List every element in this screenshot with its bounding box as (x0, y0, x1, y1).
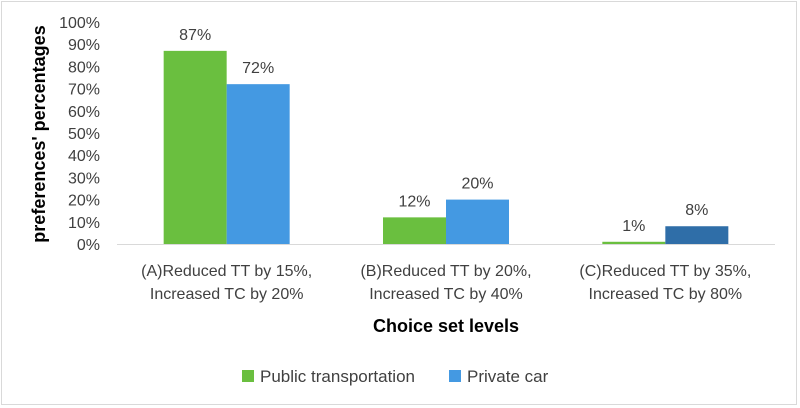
y-tick-label: 30% (68, 170, 100, 187)
y-tick-label: 70% (68, 82, 100, 99)
bar-0-1 (383, 217, 446, 244)
y-tick-label: 90% (68, 37, 100, 54)
x-tick-label-line2: Increased TC by 80% (589, 286, 743, 303)
y-axis-ticks: 0% 10% 20% 30% 40% 50% 60% 70% 80% 90% 100% (59, 15, 100, 254)
bar-1-1 (446, 199, 509, 244)
data-label-0-0: 87% (179, 27, 211, 44)
legend-label-0: Public transportation (260, 367, 415, 386)
x-tick-label-line1: (C)Reduced TT by 35%, (579, 263, 751, 280)
data-label-1-0: 72% (242, 60, 274, 77)
bar-0-0 (163, 50, 227, 244)
y-tick-label: 80% (68, 59, 100, 76)
y-tick-label: 40% (68, 148, 100, 165)
y-tick-label: 0% (77, 237, 100, 254)
data-label-0-1: 12% (398, 193, 430, 210)
x-tick-label-line2: Increased TC by 20% (150, 286, 304, 303)
bar-1-2 (665, 226, 729, 244)
x-axis-ticks: (A)Reduced TT by 15%, Increased TC by 20%… (141, 263, 751, 303)
y-tick-label: 20% (68, 193, 100, 210)
y-tick-label: 10% (68, 215, 100, 232)
data-label-1-1: 20% (461, 176, 493, 193)
y-axis-title: preferences' percentages (29, 25, 49, 242)
data-labels: 87% 12% 1% 72% 20% 8% (179, 27, 708, 235)
x-tick-label-line1: (A)Reduced TT by 15%, (141, 263, 312, 280)
data-label-0-2: 1% (622, 218, 645, 235)
data-label-1-2: 8% (685, 202, 708, 219)
y-tick-label: 60% (68, 104, 100, 121)
bar-0-2 (602, 241, 666, 244)
legend-swatch-1 (449, 370, 461, 382)
legend-label-1: Private car (467, 367, 549, 386)
legend-swatch-0 (242, 370, 254, 382)
bars (163, 50, 729, 244)
legend: Public transportation Private car (242, 367, 549, 386)
x-tick-label-line2: Increased TC by 40% (369, 286, 523, 303)
y-tick-label: 100% (59, 15, 100, 32)
x-axis-title: Choice set levels (373, 316, 519, 336)
y-tick-label: 50% (68, 126, 100, 143)
x-tick-label-line1: (B)Reduced TT by 20%, (360, 263, 531, 280)
bar-1-0 (226, 84, 290, 244)
